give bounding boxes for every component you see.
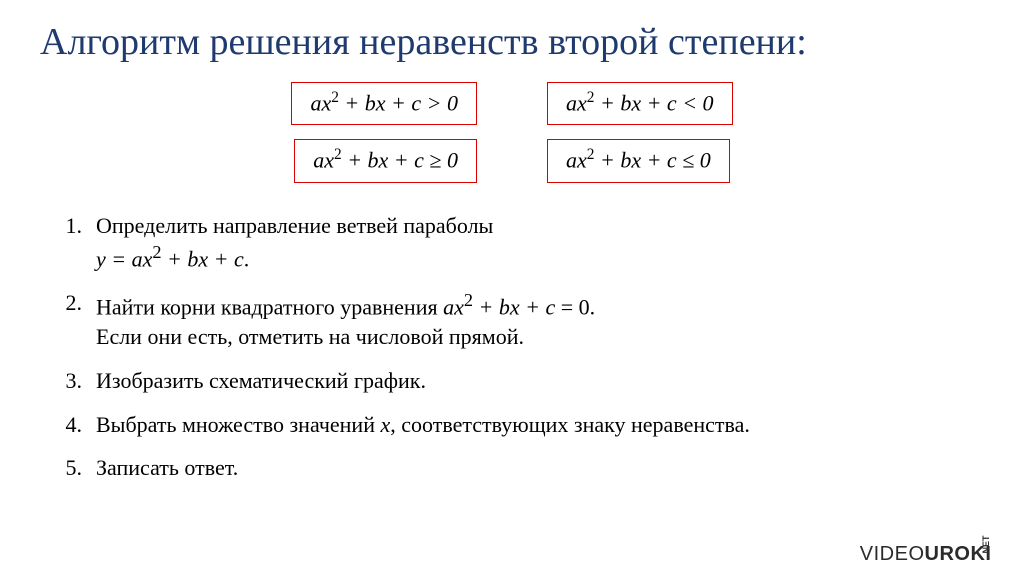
step-item: 5. Записать ответ. xyxy=(60,453,964,483)
step-item: 1. Определить направление ветвей парабол… xyxy=(60,211,964,275)
step-item: 3. Изобразить схематический график. xyxy=(60,366,964,396)
step-item: 4. Выбрать множество значений x, соответ… xyxy=(60,410,964,440)
step-number: 5. xyxy=(60,453,82,483)
step-body: Изобразить схематический график. xyxy=(96,366,964,396)
formula-lt: ax2 + bx + c < 0 xyxy=(547,82,733,125)
step-text: Если они есть, отметить на числовой прям… xyxy=(96,324,524,349)
watermark-part1: VIDEO xyxy=(860,543,925,565)
step-text: Определить направление ветвей параболы xyxy=(96,213,493,238)
page-title: Алгоритм решения неравенств второй степе… xyxy=(0,0,1024,82)
step-body: Выбрать множество значений x, соответств… xyxy=(96,410,964,440)
formula-row-2: ax2 + bx + c ≥ 0 ax2 + bx + c ≤ 0 xyxy=(294,139,730,182)
formula-row-1: ax2 + bx + c > 0 ax2 + bx + c < 0 xyxy=(291,82,732,125)
step-number: 2. xyxy=(60,288,82,352)
watermark-net: .NET xyxy=(981,535,991,556)
step-formula: y = ax xyxy=(96,247,152,272)
steps-list: 1. Определить направление ветвей парабол… xyxy=(0,211,1024,483)
formula-ge: ax2 + bx + c ≥ 0 xyxy=(294,139,477,182)
step-item: 2. Найти корни квадратного уравнения ax2… xyxy=(60,288,964,352)
formula-grid: ax2 + bx + c > 0 ax2 + bx + c < 0 ax2 + … xyxy=(0,82,1024,183)
step-body: Записать ответ. xyxy=(96,453,964,483)
step-number: 3. xyxy=(60,366,82,396)
step-body: Определить направление ветвей параболы y… xyxy=(96,211,964,275)
step-body: Найти корни квадратного уравнения ax2 + … xyxy=(96,288,964,352)
watermark: VIDEOUROKI.NET xyxy=(860,543,1010,566)
step-number: 4. xyxy=(60,410,82,440)
step-number: 1. xyxy=(60,211,82,275)
step-text: Записать ответ. xyxy=(96,455,238,480)
step-text: Изобразить схематический график. xyxy=(96,368,426,393)
formula-gt: ax2 + bx + c > 0 xyxy=(291,82,477,125)
formula-le: ax2 + bx + c ≤ 0 xyxy=(547,139,730,182)
